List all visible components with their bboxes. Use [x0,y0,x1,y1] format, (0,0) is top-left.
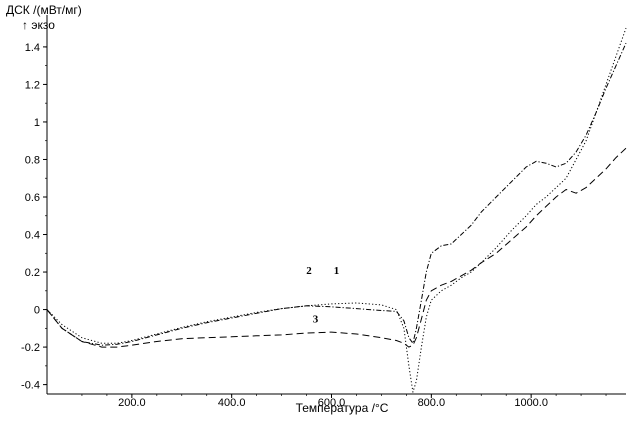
series-line-3 [46,147,627,348]
y-tick-label: 1.4 [25,42,40,54]
x-tick-label: 200.0 [118,397,146,409]
series-annotation-3: 3 [313,314,319,326]
y-tick-label: 1.2 [25,79,40,91]
y-tick-label: 0 [34,305,40,317]
series-annotation-2: 2 [306,265,312,277]
y-tick-label: 1 [34,117,40,129]
y-tick-label: 0.8 [25,154,40,166]
y-tick-label: 0.6 [25,192,40,204]
y-tick-label: 0.4 [25,230,40,242]
exo-direction-label: ↑ экзо [22,18,55,32]
series-line-2 [46,42,627,346]
x-tick-label: 600.0 [318,397,346,409]
y-tick-label: -0.2 [21,342,40,354]
y-tick-label: 0.2 [25,267,40,279]
plot-area: -0.4 -0.2 0 0.2 0.4 0.6 0.8 1 1.2 1.4 200.0 400.0 60… [21,15,627,409]
x-axis-title: Температура /°C [296,401,389,415]
x-tick-label: 400.0 [218,397,246,409]
x-tick-label: 800.0 [418,397,446,409]
x-tick-label: 1000.0 [514,397,548,409]
y-axis-title: ДСК /(мВт/мг) [6,3,82,17]
y-tick-label: -0.4 [21,380,40,392]
series-annotation-1: 1 [334,265,340,277]
series-line-1 [46,27,627,393]
